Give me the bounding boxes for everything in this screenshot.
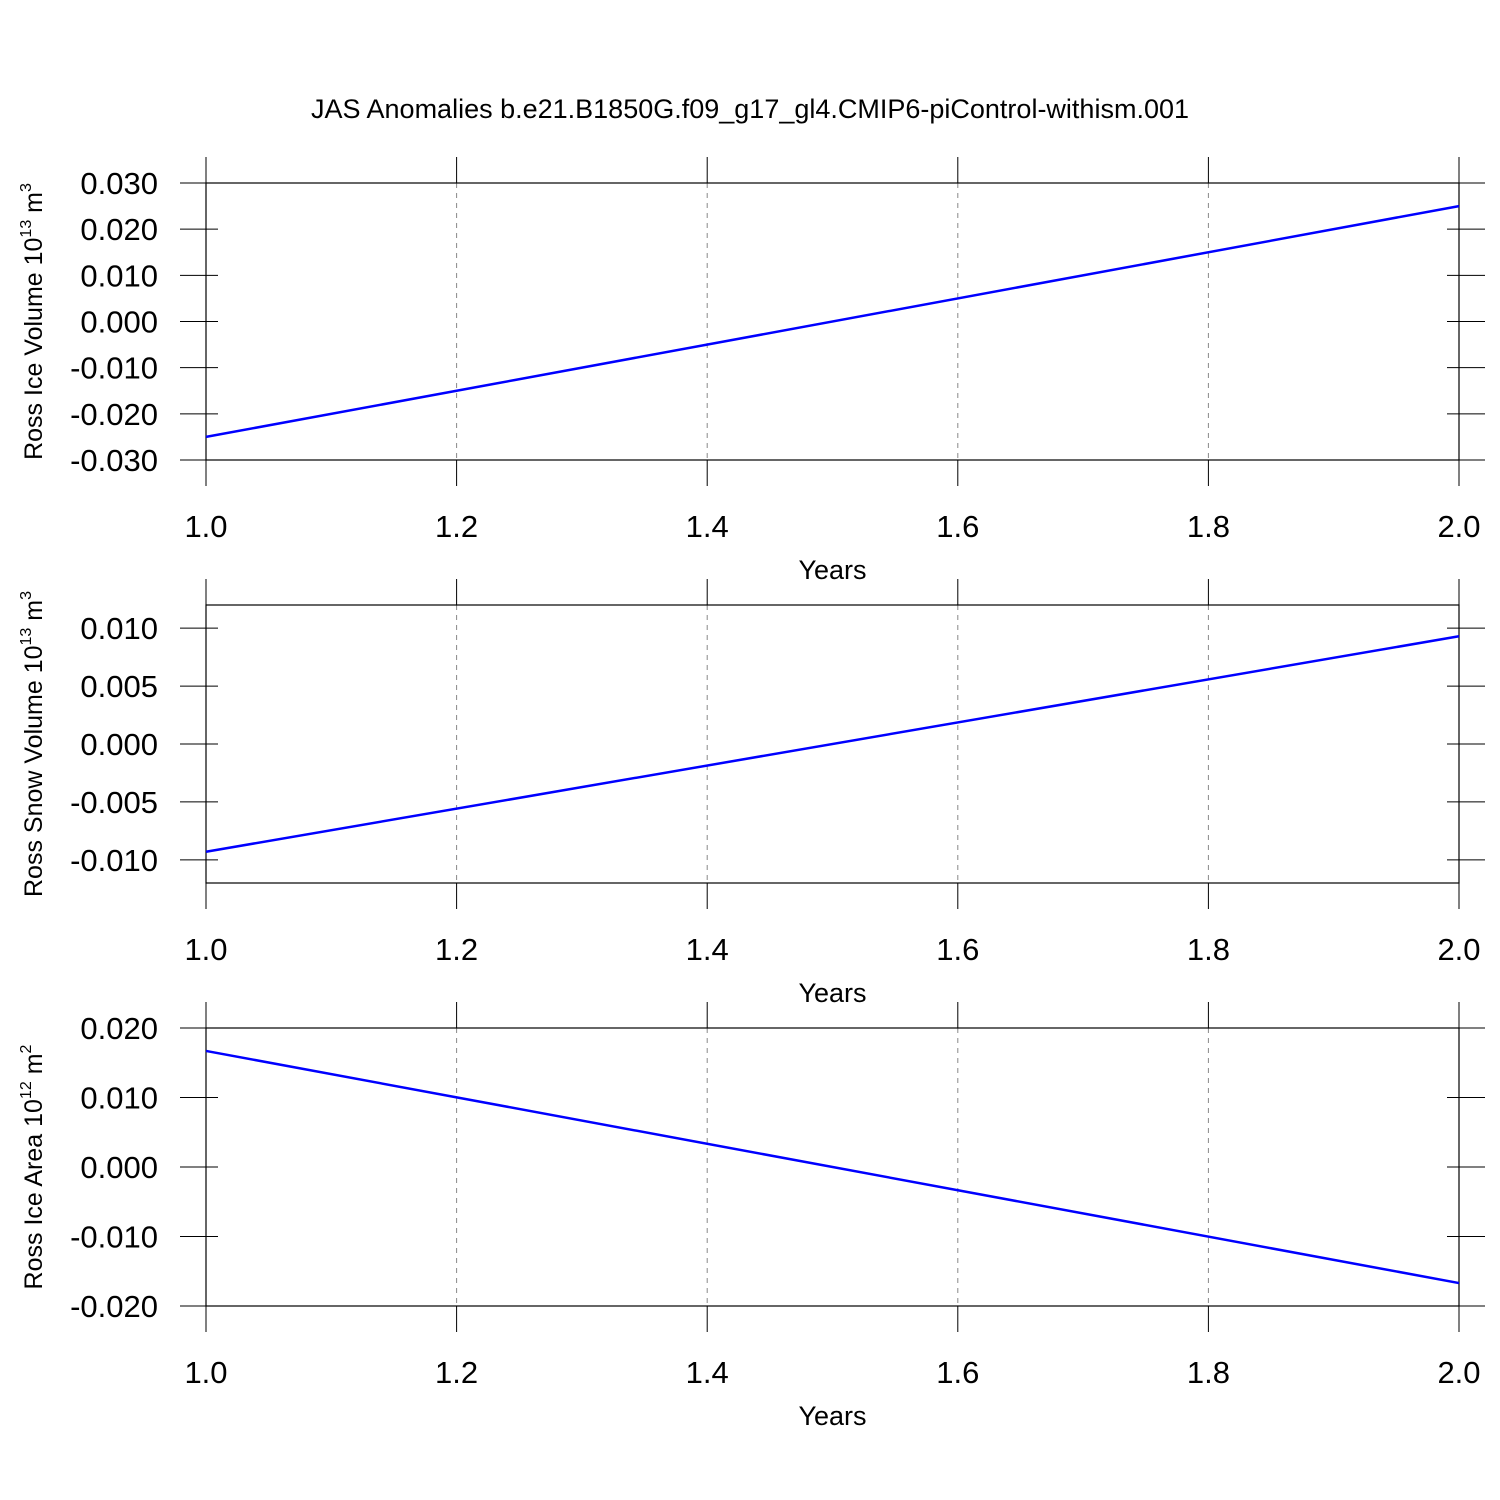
plot-frame [205,182,1460,461]
x-axis-label: Years [798,978,866,1008]
y-axis-label: Ross Snow Volume 1013 m3 [18,591,48,897]
y-axis-label-exponent: 3 [18,183,35,192]
x-tick-label: 1.8 [1187,1355,1230,1390]
x-axis-label: Years [798,1401,866,1431]
y-tick-label: -0.030 [70,443,158,478]
y-axis-label-part: Ross Snow Volume 10 [20,645,48,897]
y-tick-label: 0.000 [80,305,158,340]
y-axis-label: Ross Ice Area 1012 m2 [18,1044,48,1289]
data-line [205,1049,1460,1285]
y-axis-label-exponent: 13 [18,628,35,646]
y-tick-label: 0.010 [80,258,158,293]
y-axis-label-exponent: 13 [18,220,35,238]
x-tick-label: 1.6 [936,509,979,544]
y-tick-label: 0.020 [80,1011,158,1046]
x-tick-label: 2.0 [1437,932,1480,967]
y-axis-label-part: Ross Ice Area 10 [20,1099,48,1289]
x-tick-label: 1.4 [686,509,729,544]
x-tick-label: 1.8 [1187,932,1230,967]
y-axis-label-part: m [20,600,48,628]
y-tick-label: -0.005 [70,785,158,820]
x-tick-label: 1.2 [435,932,478,967]
y-tick-label: -0.010 [70,1220,158,1255]
x-tick-label: 1.2 [435,509,478,544]
y-tick-label: 0.000 [80,1150,158,1185]
y-tick-label: 0.000 [80,727,158,762]
x-tick-label: 1.8 [1187,509,1230,544]
x-tick-label: 1.6 [936,1355,979,1390]
y-axis-label-part: Ross Ice Volume 10 [20,238,48,460]
data-line [205,635,1460,853]
plot-frame [205,604,1460,884]
y-tick-label: 0.030 [80,166,158,201]
x-tick-label: 1.4 [686,1355,729,1390]
x-tick-label: 1.4 [686,932,729,967]
x-axis-label: Years [798,555,866,585]
y-tick-label: 0.020 [80,212,158,247]
y-axis-label-exponent: 2 [18,1044,35,1053]
y-tick-label: -0.020 [70,397,158,432]
y-tick-label: 0.010 [80,611,158,646]
figure-title: JAS Anomalies b.e21.B1850G.f09_g17_gl4.C… [311,94,1189,124]
y-tick-label: 0.010 [80,1081,158,1116]
y-axis-label-exponent: 12 [18,1081,35,1099]
data-line [205,204,1460,439]
x-tick-label: 2.0 [1437,509,1480,544]
x-tick-label: 2.0 [1437,1355,1480,1390]
y-axis-label-part: m [20,192,48,220]
y-axis-label: Ross Ice Volume 1013 m3 [18,183,48,460]
x-tick-label: 1.2 [435,1355,478,1390]
y-axis-label-exponent: 3 [18,591,35,600]
y-axis-label-part: m [20,1053,48,1081]
x-tick-label: 1.0 [184,509,227,544]
y-tick-label: -0.010 [70,843,158,878]
plot-frame [205,1027,1460,1307]
y-tick-label: -0.010 [70,351,158,386]
x-tick-label: 1.0 [184,932,227,967]
x-tick-label: 1.0 [184,1355,227,1390]
x-tick-label: 1.6 [936,932,979,967]
y-tick-label: 0.005 [80,669,158,704]
y-tick-label: -0.020 [70,1289,158,1324]
